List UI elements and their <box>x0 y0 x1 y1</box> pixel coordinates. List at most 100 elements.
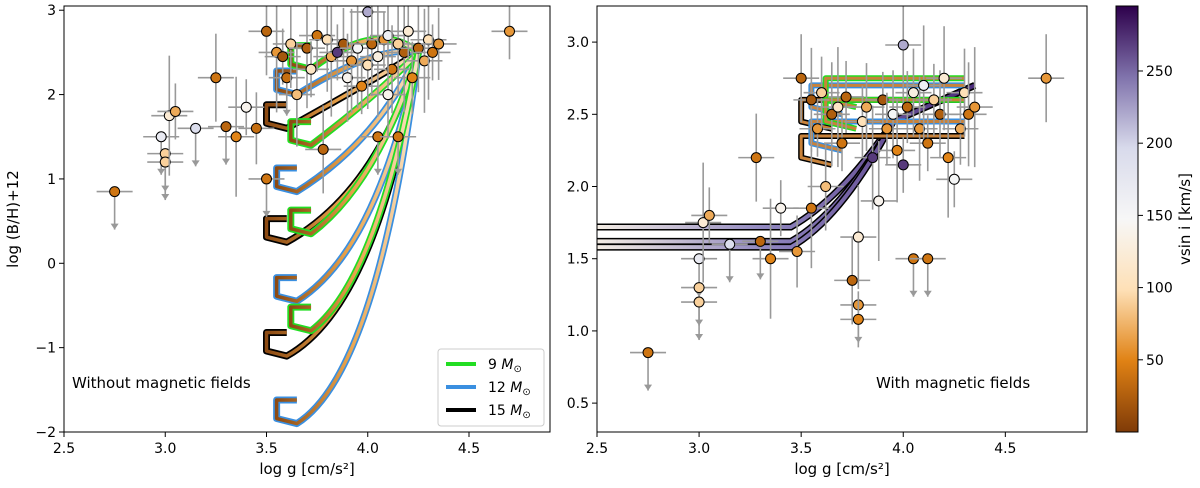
colorbar-tick-label: 50 <box>1146 353 1164 369</box>
data-point <box>418 55 430 67</box>
left-annotation: Without magnetic fields <box>72 374 251 392</box>
data-point <box>963 108 975 120</box>
data-point <box>969 101 981 113</box>
data-point <box>877 94 889 106</box>
data-point <box>861 101 872 113</box>
data-point <box>901 101 913 113</box>
data-point <box>342 72 353 84</box>
data-point <box>914 123 926 135</box>
mag-hook-ribbon-15 <box>799 134 965 167</box>
data-point <box>703 209 715 221</box>
data-point <box>240 101 252 113</box>
y-tick-label: 3 <box>47 3 56 19</box>
data-point <box>805 94 817 106</box>
colorbar: 50 100 150 200 250 vsin i [km/s] <box>1115 5 1194 433</box>
data-point <box>433 38 445 50</box>
data-point <box>954 123 966 135</box>
right-annotation: With magnetic fields <box>876 374 1030 392</box>
data-point <box>382 30 394 42</box>
left-panel: 2.5 3.0 3.5 4.0 4.5 −2 −1 0 1 2 3 Without magnetic… <box>4 3 551 478</box>
data-point <box>1040 72 1052 84</box>
data-point <box>427 46 439 58</box>
data-point <box>693 296 705 308</box>
right-points <box>630 6 1065 391</box>
data-point <box>261 25 272 37</box>
right-plot-area <box>597 6 1087 432</box>
right-xlabel: log g [cm/s²] <box>794 460 889 478</box>
data-point <box>331 46 343 58</box>
x-tick-label: 3.5 <box>255 441 277 457</box>
data-point <box>250 122 262 134</box>
upper-limit-arrow <box>756 273 765 280</box>
upper-limit-arrow <box>222 158 230 165</box>
data-point <box>918 79 930 91</box>
data-point <box>724 238 736 250</box>
left-xlabel: log g [cm/s²] <box>259 460 354 478</box>
data-point <box>765 253 777 265</box>
data-point <box>942 152 954 164</box>
data-point <box>934 108 946 120</box>
x-tick-label: 3.5 <box>790 441 812 457</box>
data-point <box>836 137 848 149</box>
data-point <box>820 181 832 193</box>
y-tick-label: 1 <box>47 172 56 188</box>
data-point <box>230 131 242 143</box>
data-point <box>867 152 879 164</box>
data-point <box>362 59 374 71</box>
data-point <box>697 217 709 229</box>
colorbar-tick-label: 200 <box>1146 136 1173 152</box>
data-point <box>693 282 705 294</box>
legend-label-12: 12 M⊙ <box>488 380 531 398</box>
left-axes-frame <box>63 5 551 433</box>
upper-limit-arrow <box>282 109 291 116</box>
y-tick-label: 0 <box>47 256 56 272</box>
y-tick-label: 3.0 <box>567 35 589 51</box>
data-point <box>887 108 899 120</box>
data-point <box>897 39 909 51</box>
upper-limit-arrow <box>394 168 403 175</box>
x-tick-label: 2.5 <box>586 441 608 457</box>
y-tick-label: −2 <box>35 425 56 441</box>
data-point <box>938 72 950 84</box>
y-tick-label: 1.5 <box>567 252 589 268</box>
data-point <box>856 116 868 128</box>
colorbar-tick-label: 250 <box>1146 64 1173 80</box>
data-point <box>852 231 864 243</box>
y-tick-label: 2.5 <box>567 107 589 123</box>
data-point <box>109 186 121 198</box>
legend-label-15: 15 M⊙ <box>488 403 531 421</box>
upper-limit-arrow <box>373 168 382 175</box>
upper-limit-arrow <box>923 290 932 297</box>
y-tick-label: 2.0 <box>567 180 589 196</box>
data-point <box>852 313 864 325</box>
upper-limit-arrow <box>157 168 166 175</box>
y-tick-label: 1.0 <box>567 324 589 340</box>
data-point <box>159 156 171 168</box>
y-tick-label: −1 <box>35 341 56 357</box>
upper-limit-arrow <box>725 276 734 283</box>
data-point <box>805 202 817 214</box>
upper-limit-arrow <box>262 210 271 217</box>
data-point <box>392 38 404 50</box>
legend: 9 M⊙ 12 M⊙ 15 M⊙ <box>437 348 545 427</box>
data-point <box>922 253 934 265</box>
colorbar-ticks: 50 100 150 200 250 <box>1138 64 1173 369</box>
colorbar-label: vsin i [km/s] <box>1176 173 1194 265</box>
data-point <box>754 235 766 247</box>
data-point <box>775 202 787 214</box>
x-tick-label: 4.5 <box>994 441 1016 457</box>
left-ticks: 2.5 3.0 3.5 4.0 4.5 −2 −1 0 1 2 3 <box>35 3 480 457</box>
track-ribbon-12 <box>274 52 421 426</box>
left-xlabel-text: log g [cm/s²] <box>259 460 354 478</box>
data-point <box>291 89 303 101</box>
colorbar-gradient <box>1115 5 1139 433</box>
data-point <box>281 72 293 84</box>
x-tick-label: 3.0 <box>154 441 176 457</box>
data-point <box>386 63 398 75</box>
x-tick-label: 4.0 <box>892 441 914 457</box>
data-point <box>406 72 418 84</box>
upper-limit-arrow <box>695 334 704 341</box>
data-point <box>305 63 317 75</box>
data-point <box>795 72 807 84</box>
